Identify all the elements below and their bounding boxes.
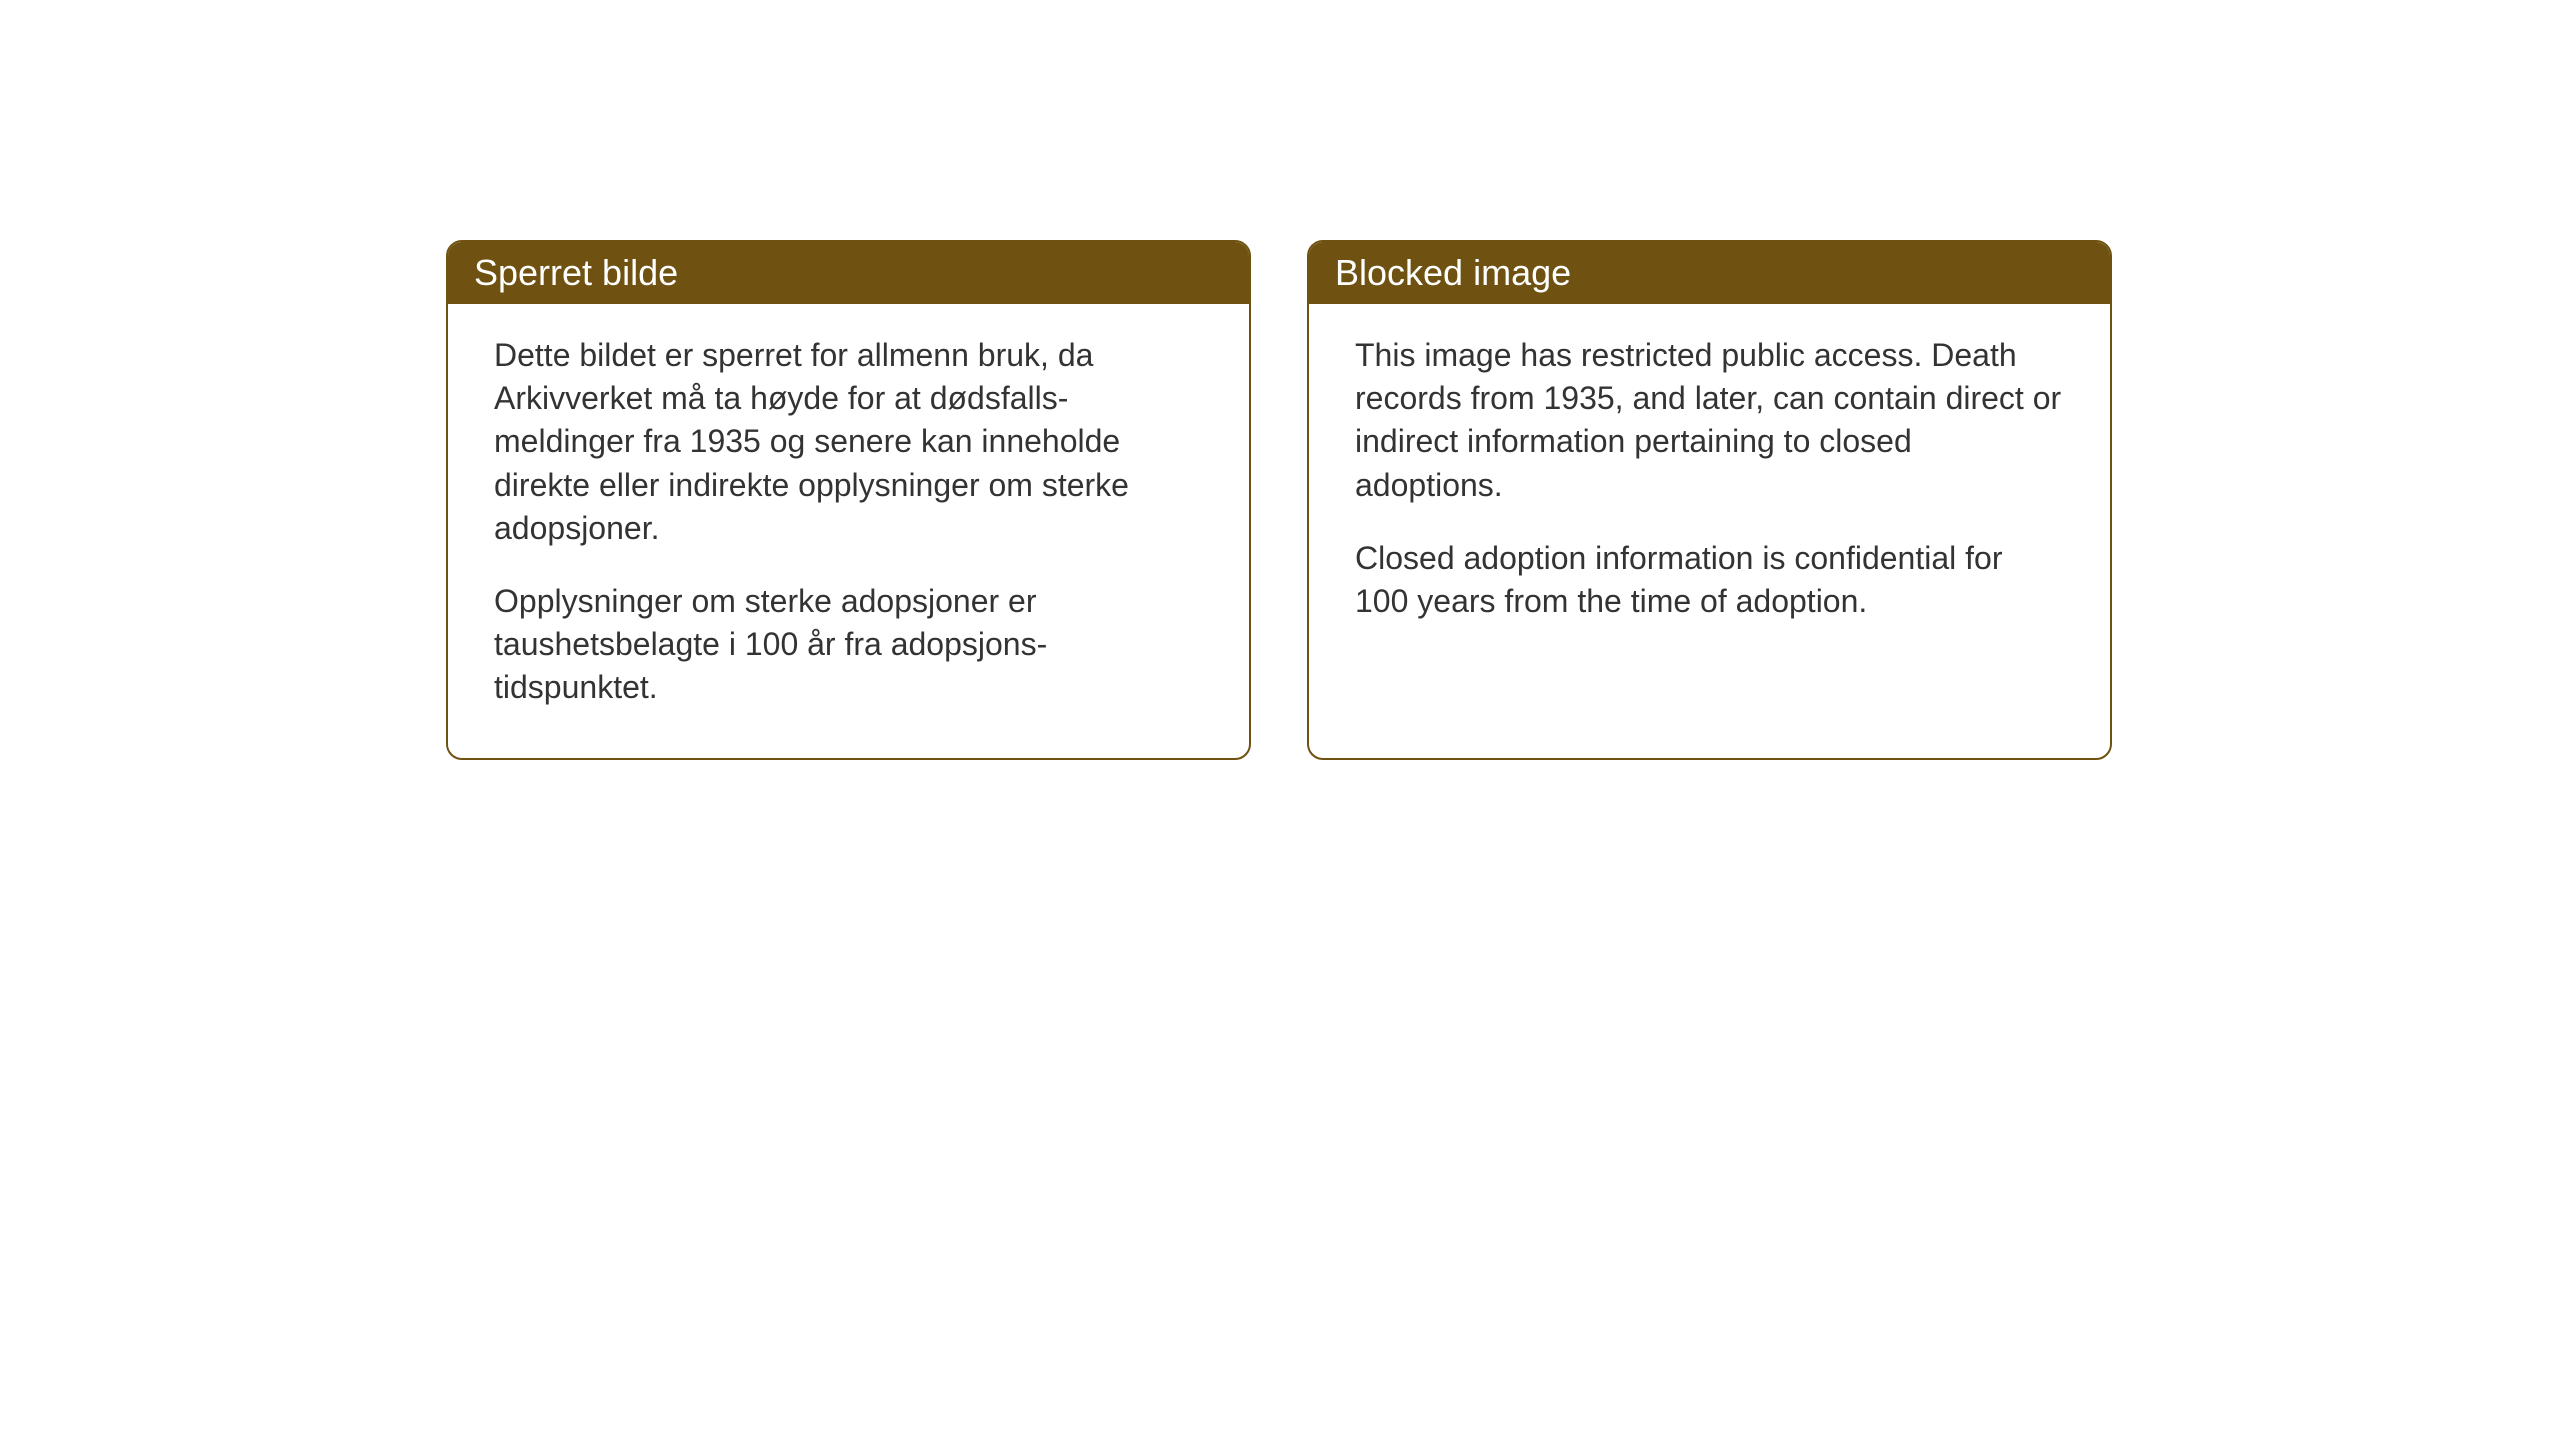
norwegian-paragraph-2: Opplysninger om sterke adopsjoner er tau…: [494, 580, 1203, 710]
notice-cards-container: Sperret bilde Dette bildet er sperret fo…: [446, 240, 2112, 760]
english-paragraph-1: This image has restricted public access.…: [1355, 334, 2064, 507]
norwegian-card-header: Sperret bilde: [448, 242, 1249, 304]
norwegian-card-title: Sperret bilde: [474, 252, 678, 293]
norwegian-notice-card: Sperret bilde Dette bildet er sperret fo…: [446, 240, 1251, 760]
norwegian-card-body: Dette bildet er sperret for allmenn bruk…: [448, 304, 1249, 758]
english-card-header: Blocked image: [1309, 242, 2110, 304]
norwegian-paragraph-1: Dette bildet er sperret for allmenn bruk…: [494, 334, 1203, 550]
english-card-title: Blocked image: [1335, 252, 1571, 293]
english-card-body: This image has restricted public access.…: [1309, 304, 2110, 671]
english-notice-card: Blocked image This image has restricted …: [1307, 240, 2112, 760]
english-paragraph-2: Closed adoption information is confident…: [1355, 537, 2064, 623]
